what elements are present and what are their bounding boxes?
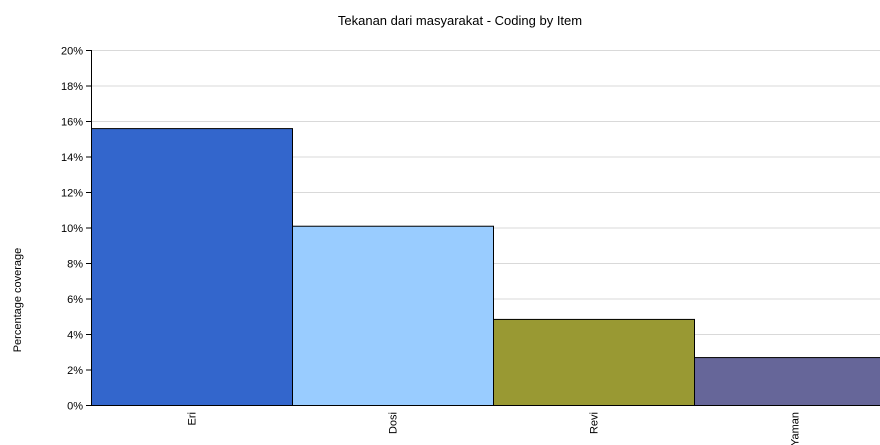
x-tick-label: Eri bbox=[187, 412, 199, 425]
bar bbox=[91, 128, 293, 406]
y-tick-label: 6% bbox=[67, 294, 83, 306]
y-tick-label: 8% bbox=[67, 259, 83, 271]
y-tick-label: 4% bbox=[67, 330, 83, 342]
y-tick-label: 18% bbox=[61, 81, 83, 93]
y-tick-label: 12% bbox=[61, 188, 83, 200]
y-tick-label: 14% bbox=[61, 152, 83, 164]
x-tick-label: Dosi bbox=[388, 412, 400, 434]
bar bbox=[694, 357, 880, 407]
y-tick-label: 16% bbox=[61, 117, 83, 129]
x-tick-label: Revi bbox=[589, 412, 601, 434]
x-tick-label: Yaman bbox=[790, 412, 802, 445]
y-tick-label: 2% bbox=[67, 365, 83, 377]
axes bbox=[91, 50, 880, 406]
bars bbox=[91, 128, 880, 407]
y-tick-label: 10% bbox=[61, 223, 83, 235]
bar bbox=[493, 318, 695, 407]
chart-title: Tekanan dari masyarakat - Coding by Item bbox=[338, 13, 582, 28]
y-tick-labels: 0% 2% 4% 6% 8% 10% 12% 14% 16% 18% 20% bbox=[61, 46, 91, 413]
x-tick-labels: Eri Dosi Revi Yaman bbox=[187, 412, 802, 445]
y-tick-label: 0% bbox=[67, 401, 83, 413]
y-tick-label: 20% bbox=[61, 46, 83, 58]
bar bbox=[292, 225, 494, 406]
y-axis-label: Percentage coverage bbox=[12, 248, 24, 353]
